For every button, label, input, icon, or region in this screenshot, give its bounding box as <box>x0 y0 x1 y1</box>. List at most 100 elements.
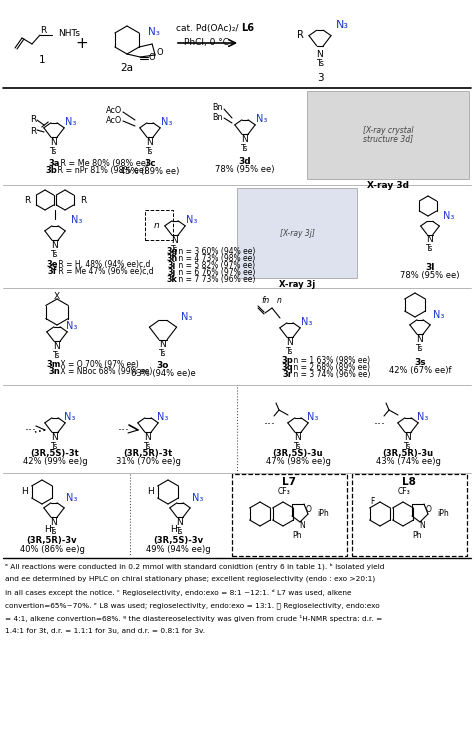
Text: N: N <box>317 50 323 59</box>
Text: ᵃ All reactions were conducted in 0.2 mmol with standard conidtion (entry 6 in t: ᵃ All reactions were conducted in 0.2 mm… <box>5 563 384 570</box>
Text: (3R,5R)-3u: (3R,5R)-3u <box>383 449 434 458</box>
Text: fn: fn <box>262 296 270 304</box>
Text: N₃: N₃ <box>256 113 268 124</box>
Text: Ts: Ts <box>53 351 61 360</box>
Text: 42% (67% ee)f: 42% (67% ee)f <box>389 366 451 374</box>
Text: N₃: N₃ <box>433 310 445 320</box>
Text: Bn: Bn <box>212 113 223 122</box>
Text: [X-ray 3j]: [X-ray 3j] <box>280 228 314 237</box>
Text: Ts: Ts <box>426 244 434 253</box>
Text: 3e: 3e <box>46 259 58 268</box>
Text: R: R <box>24 195 30 204</box>
Text: AcO: AcO <box>106 105 122 114</box>
Text: N₃: N₃ <box>71 215 82 225</box>
Text: N: N <box>146 138 154 147</box>
Text: 3i: 3i <box>168 260 176 270</box>
Text: n = 7 73% (96% ee): n = 7 73% (96% ee) <box>176 274 255 284</box>
Text: N: N <box>405 433 411 441</box>
Text: H: H <box>171 525 177 534</box>
Text: (3R,5S)-3v: (3R,5S)-3v <box>153 537 203 545</box>
Bar <box>145 210 173 240</box>
Text: Bn: Bn <box>212 102 223 111</box>
Text: 3n: 3n <box>48 366 60 375</box>
Text: ...: ... <box>118 419 130 433</box>
Text: N: N <box>295 433 301 441</box>
Text: Ts: Ts <box>416 343 424 353</box>
Text: convertion=65%~70%. ᵉ L8 was used; regioselectivity, endo:exo = 13:1. ᨉ Regiosel: convertion=65%~70%. ᵉ L8 was used; regio… <box>5 602 380 609</box>
Text: 3: 3 <box>317 73 323 83</box>
Text: 3f: 3f <box>47 267 57 276</box>
Bar <box>352 474 467 556</box>
Text: n = 1 63% (98% ee): n = 1 63% (98% ee) <box>291 355 370 365</box>
Text: 3s: 3s <box>414 357 426 366</box>
Text: O: O <box>426 505 432 514</box>
Text: 47% (98% ee)g: 47% (98% ee)g <box>265 456 330 466</box>
Text: 42% (99% ee)g: 42% (99% ee)g <box>23 456 87 466</box>
Text: 3r: 3r <box>282 369 292 379</box>
Text: Ts: Ts <box>171 245 179 254</box>
Text: N: N <box>417 335 423 343</box>
Text: 3m: 3m <box>47 360 61 368</box>
Text: 43% (74% ee)g: 43% (74% ee)g <box>375 456 440 466</box>
Text: Ts: Ts <box>50 527 58 536</box>
Text: (3R,5S)-3t: (3R,5S)-3t <box>31 449 79 458</box>
Text: N₃: N₃ <box>66 321 78 331</box>
Text: N₃: N₃ <box>307 411 319 422</box>
Text: Ts: Ts <box>176 527 184 536</box>
Text: O: O <box>306 505 312 514</box>
Text: n = 4 73% (98% ee): n = 4 73% (98% ee) <box>176 254 255 262</box>
Text: n = 6 76% (97% ee): n = 6 76% (97% ee) <box>176 268 255 276</box>
Text: 3l: 3l <box>425 262 435 271</box>
Text: Ts: Ts <box>50 147 58 156</box>
Text: iPh: iPh <box>437 509 449 519</box>
Text: 3a: 3a <box>48 158 60 167</box>
Text: R = Me 47% (96% ee)c,d: R = Me 47% (96% ee)c,d <box>56 267 154 276</box>
Text: N₃: N₃ <box>336 20 348 30</box>
Text: N₃: N₃ <box>182 312 193 322</box>
Text: R: R <box>80 195 86 204</box>
Text: H: H <box>22 487 28 497</box>
Text: Ts: Ts <box>51 250 59 259</box>
Text: N: N <box>51 517 57 527</box>
Text: n = 5 82% (97% ee): n = 5 82% (97% ee) <box>176 260 255 270</box>
Text: CF₃: CF₃ <box>398 486 410 495</box>
Text: Ts: Ts <box>241 144 249 153</box>
Text: Ts: Ts <box>316 59 324 69</box>
Text: N: N <box>145 433 151 441</box>
Text: N₃: N₃ <box>64 411 76 422</box>
Text: Ts: Ts <box>146 147 154 156</box>
Bar <box>237 188 357 278</box>
Text: ...: ... <box>374 413 386 427</box>
Text: R: R <box>30 114 36 124</box>
Text: and ee determined by HPLC on chiral stationary phase; excellent regioselectivity: and ee determined by HPLC on chiral stat… <box>5 576 375 582</box>
Text: N: N <box>172 236 178 245</box>
Text: n: n <box>154 220 160 229</box>
Text: 40% (86% ee)g: 40% (86% ee)g <box>19 545 84 553</box>
Text: ...: ... <box>25 419 37 433</box>
Text: 49% (94% ee)g: 49% (94% ee)g <box>146 545 210 553</box>
Text: 3h: 3h <box>166 254 178 262</box>
Text: N₃: N₃ <box>66 493 78 503</box>
Text: H: H <box>147 487 155 497</box>
Text: N₃: N₃ <box>65 116 77 127</box>
Text: 3k: 3k <box>166 274 177 284</box>
Bar <box>232 474 347 556</box>
Text: in all cases except the notice. ᶜ Regioselectivity, endo:exo = 8:1 ~12:1. ᵈ L7 w: in all cases except the notice. ᶜ Regios… <box>5 589 352 596</box>
Text: (3R,5R)-3v: (3R,5R)-3v <box>27 537 77 545</box>
Text: X = NBoc 68% (99% ee): X = NBoc 68% (99% ee) <box>58 366 152 375</box>
Text: O: O <box>157 47 164 57</box>
Text: N: N <box>160 340 166 349</box>
Text: [X-ray crystal: [X-ray crystal <box>363 125 413 134</box>
Text: PhCl, 0 °C: PhCl, 0 °C <box>184 38 229 46</box>
Text: N₃: N₃ <box>192 493 204 503</box>
Text: 3g: 3g <box>166 246 178 256</box>
Text: N: N <box>52 241 58 250</box>
Bar <box>307 91 469 179</box>
Text: CF₃: CF₃ <box>278 486 291 495</box>
Text: = 4:1, alkene convertion=68%. ᵍ the diastereoselectivity was given from crude ¹H: = 4:1, alkene convertion=68%. ᵍ the dias… <box>5 615 382 622</box>
Text: 63% (94% ee)e: 63% (94% ee)e <box>131 368 195 377</box>
Text: 45% (89% ee): 45% (89% ee) <box>120 167 180 175</box>
Text: R: R <box>297 30 303 40</box>
Text: N: N <box>54 342 60 351</box>
Text: N: N <box>299 522 305 531</box>
